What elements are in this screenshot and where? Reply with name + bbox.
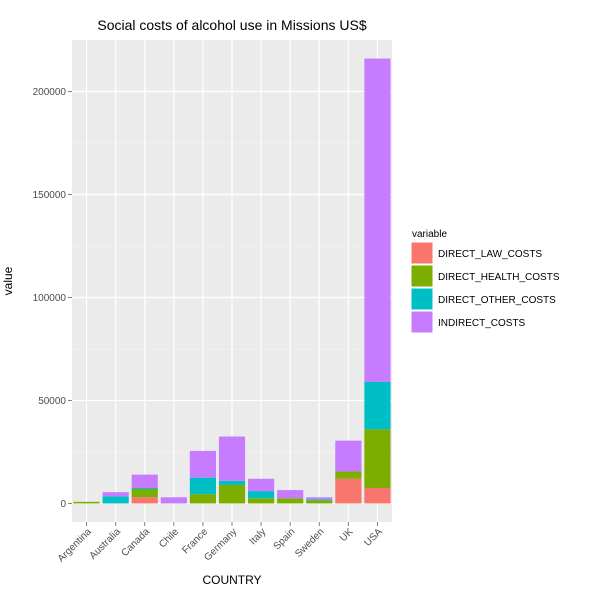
bar-segment <box>364 58 391 382</box>
bar-segment <box>218 484 246 504</box>
bar-segment <box>306 500 333 504</box>
legend-label: INDIRECT_COSTS <box>438 318 526 329</box>
bar-segment <box>248 498 275 504</box>
bar-segment <box>73 501 100 504</box>
legend-label: DIRECT_LAW_COSTS <box>438 249 542 260</box>
bar-segment <box>131 474 158 489</box>
bar-segment <box>189 450 216 478</box>
y-tick-label: 100000 <box>33 293 67 304</box>
bar-segment <box>102 492 129 497</box>
bar-segment <box>248 478 275 492</box>
bar-segment <box>131 488 158 490</box>
legend-label: DIRECT_HEALTH_COSTS <box>438 272 560 283</box>
bar-segment <box>131 489 158 498</box>
bar-segment <box>306 499 333 501</box>
bar-segment <box>364 381 391 430</box>
x-tick-label: Australia <box>88 526 124 562</box>
legend: variable DIRECT_LAW_COSTS DIRECT_HEALTH_C… <box>410 229 560 334</box>
x-tick-label: Spain <box>272 526 298 552</box>
y-axis: 0 50000 100000 150000 200000 <box>33 87 72 510</box>
bar-segment <box>306 497 333 500</box>
legend-key <box>410 310 434 334</box>
x-tick-label: Sweden <box>293 526 326 559</box>
bar-segment <box>277 490 304 499</box>
bar-segment <box>189 477 216 495</box>
bar-segment <box>131 497 158 504</box>
legend-label: DIRECT_OTHER_COSTS <box>438 295 556 306</box>
legend-title: variable <box>412 229 447 240</box>
y-tick-label: 0 <box>60 499 66 510</box>
bar-segment <box>277 498 304 504</box>
bar-segment <box>218 480 246 485</box>
legend-key <box>410 264 434 288</box>
chart-title: Social costs of alcohol use in Missions … <box>97 17 366 33</box>
bar-segment <box>335 471 362 479</box>
bar-segment <box>160 497 187 504</box>
x-tick-label: Italy <box>248 526 269 547</box>
bar-segment <box>335 478 362 504</box>
bars <box>73 58 391 504</box>
x-tick-label: Canada <box>119 526 152 559</box>
legend-key <box>410 287 434 311</box>
y-tick-label: 50000 <box>38 396 66 407</box>
x-axis-title: COUNTRY <box>202 573 261 587</box>
bar-segment <box>335 440 362 472</box>
x-tick-label: Argentina <box>56 526 94 564</box>
bar-segment <box>218 436 246 481</box>
bar-segment <box>248 491 275 499</box>
bar-segment <box>189 494 216 504</box>
x-tick-label: Chile <box>157 526 181 550</box>
bar-segment <box>364 488 391 504</box>
y-axis-title: value <box>1 266 15 295</box>
legend-key <box>410 241 434 265</box>
bar-segment <box>102 496 129 504</box>
bar-segment <box>364 429 391 489</box>
y-tick-label: 150000 <box>33 190 67 201</box>
x-tick-label: UK <box>338 526 356 544</box>
x-tick-label: USA <box>362 526 385 549</box>
y-tick-label: 200000 <box>33 87 67 98</box>
